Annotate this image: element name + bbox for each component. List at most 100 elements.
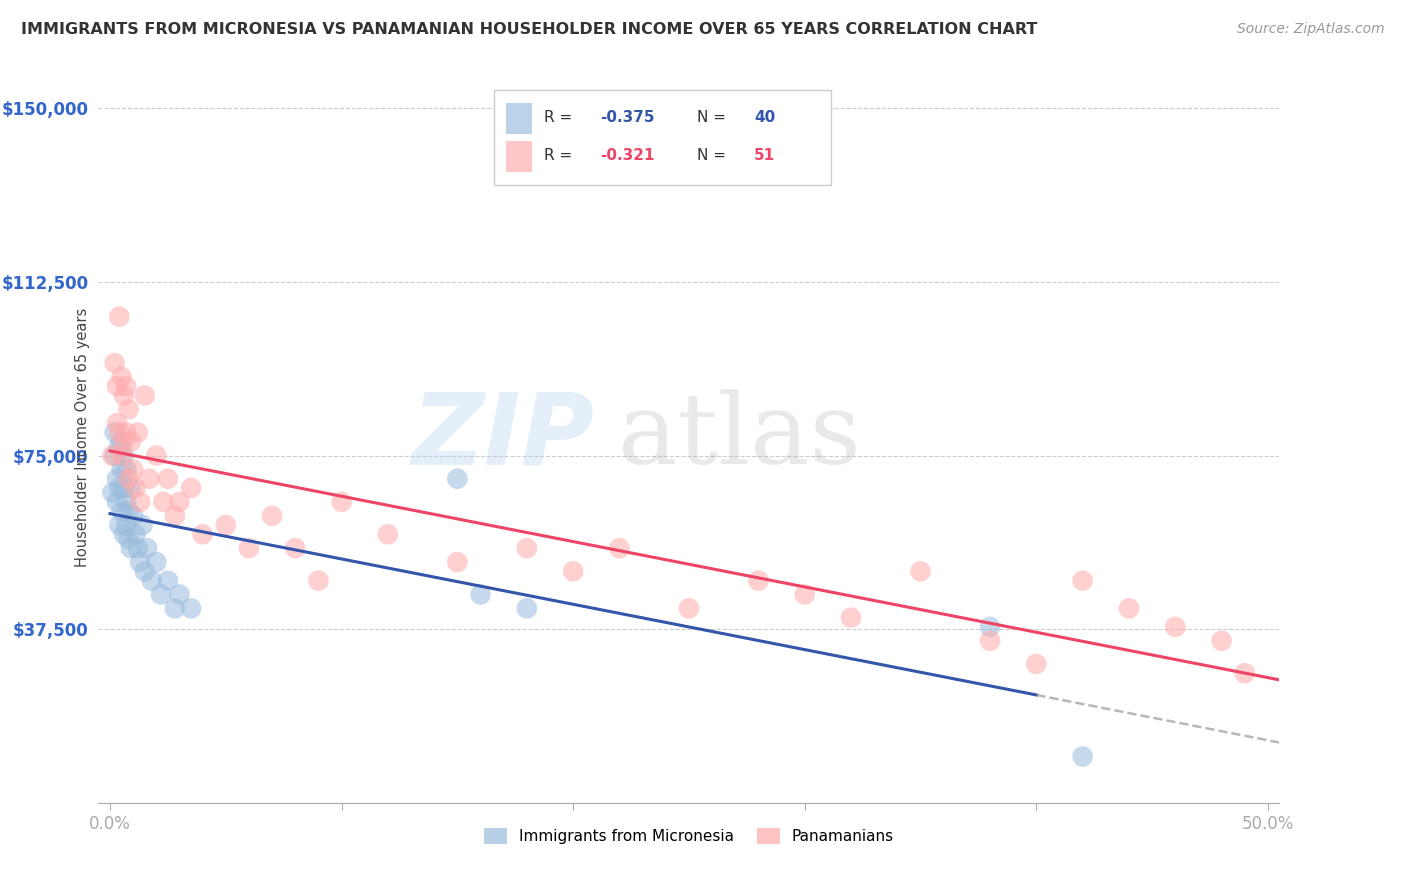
Point [145, 449, 167, 463]
Text: N =: N = [697, 148, 731, 163]
Point [138, 472, 160, 486]
Point [115, 518, 138, 533]
Point [104, 425, 127, 440]
Point [104, 356, 127, 370]
Point [117, 532, 139, 546]
Point [516, 601, 538, 615]
Point [115, 462, 138, 476]
Point [793, 587, 815, 601]
Point [307, 574, 329, 588]
Y-axis label: Householder Income Over 65 years: Householder Income Over 65 years [75, 308, 90, 566]
Point [191, 527, 214, 541]
Point [115, 379, 138, 393]
Point [110, 449, 132, 463]
Point [117, 472, 139, 486]
Point [105, 472, 128, 486]
Point [163, 508, 186, 523]
Point [112, 481, 135, 495]
Point [104, 449, 127, 463]
Point [169, 587, 191, 601]
Point [516, 541, 538, 556]
Point [284, 541, 307, 556]
Point [215, 518, 238, 533]
Point [108, 310, 131, 324]
Point [330, 495, 353, 509]
Point [127, 541, 149, 556]
Point [678, 601, 700, 615]
Point [129, 495, 152, 509]
Point [910, 565, 932, 579]
Point [112, 434, 135, 449]
Point [180, 601, 202, 615]
Point [120, 481, 142, 495]
Point [129, 555, 152, 569]
Point [117, 402, 139, 417]
Point [112, 388, 135, 402]
Point [1233, 666, 1256, 681]
Point [839, 610, 862, 624]
Point [979, 633, 1001, 648]
FancyBboxPatch shape [506, 141, 531, 171]
Point [156, 574, 179, 588]
Point [470, 587, 492, 601]
Point [156, 472, 179, 486]
Point [1164, 620, 1187, 634]
Point [110, 370, 132, 384]
Point [446, 555, 468, 569]
Point [131, 518, 153, 533]
Point [446, 472, 468, 486]
Point [108, 518, 131, 533]
Text: -0.321: -0.321 [600, 148, 655, 163]
Point [134, 388, 156, 402]
Point [1118, 601, 1140, 615]
Point [112, 527, 135, 541]
Text: R =: R = [544, 110, 576, 125]
Point [110, 462, 132, 476]
Text: -0.375: -0.375 [600, 110, 655, 125]
Point [108, 439, 131, 453]
Point [110, 504, 132, 518]
Point [136, 541, 159, 556]
Point [238, 541, 260, 556]
Text: 51: 51 [754, 148, 775, 163]
Point [110, 434, 132, 449]
Text: ZIP: ZIP [412, 389, 595, 485]
Point [1071, 574, 1094, 588]
Point [1071, 749, 1094, 764]
Text: atlas: atlas [619, 389, 860, 485]
Point [1211, 633, 1233, 648]
Point [105, 379, 128, 393]
Point [108, 425, 131, 440]
Point [152, 495, 174, 509]
Point [108, 481, 131, 495]
Point [101, 449, 124, 463]
Point [115, 425, 138, 440]
Point [262, 508, 284, 523]
Point [180, 481, 202, 495]
FancyBboxPatch shape [494, 90, 831, 185]
Point [169, 495, 191, 509]
Point [134, 565, 156, 579]
Point [145, 555, 167, 569]
Point [609, 541, 631, 556]
Point [1025, 657, 1047, 671]
Point [117, 504, 139, 518]
Text: 40: 40 [754, 110, 775, 125]
Text: Source: ZipAtlas.com: Source: ZipAtlas.com [1237, 22, 1385, 37]
Legend: Immigrants from Micronesia, Panamanians: Immigrants from Micronesia, Panamanians [478, 822, 900, 850]
Point [562, 565, 585, 579]
Point [377, 527, 399, 541]
Text: IMMIGRANTS FROM MICRONESIA VS PANAMANIAN HOUSEHOLDER INCOME OVER 65 YEARS CORREL: IMMIGRANTS FROM MICRONESIA VS PANAMANIAN… [21, 22, 1038, 37]
Text: R =: R = [544, 148, 576, 163]
Point [105, 495, 128, 509]
Point [122, 462, 145, 476]
Point [112, 449, 135, 463]
Point [115, 495, 138, 509]
Point [141, 574, 163, 588]
Point [105, 416, 128, 430]
Point [127, 425, 149, 440]
Point [124, 527, 146, 541]
Point [101, 485, 124, 500]
Point [979, 620, 1001, 634]
Point [747, 574, 769, 588]
